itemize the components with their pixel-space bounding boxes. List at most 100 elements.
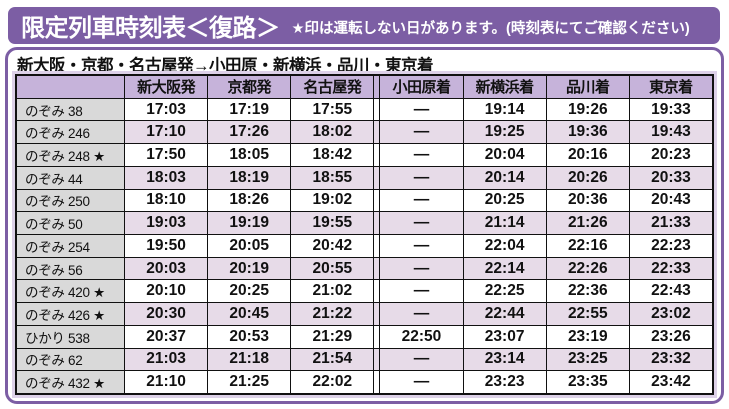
no-stop-cell: — bbox=[380, 144, 464, 166]
timetable-row: のぞみ 62 21:03 21:18 21:54—23:14 23:25 23:32 bbox=[17, 347, 712, 371]
time-cell: 21:10 bbox=[125, 371, 209, 394]
time-cell: 18:55 bbox=[291, 166, 375, 189]
time-cell: 20:36 bbox=[547, 189, 630, 212]
timetable-row: ひかり 538 20:37 20:53 21:29 22:50 23:07 23:19 23:… bbox=[17, 324, 712, 348]
time-cell: 20:45 bbox=[208, 303, 292, 325]
time-cell: 19:03 bbox=[125, 212, 209, 235]
time-cell: 17:55 bbox=[291, 98, 375, 121]
time-cell: 20:43 bbox=[651, 191, 691, 209]
no-stop-cell: — bbox=[380, 189, 464, 212]
train-name-cell: のぞみ 432 ★ bbox=[17, 371, 125, 394]
time-cell: 19:33 bbox=[651, 100, 691, 118]
time-cell: 20:30 bbox=[125, 303, 209, 325]
column-header: 品川着 bbox=[547, 76, 630, 98]
train-name-cell: のぞみ 50 bbox=[17, 212, 125, 235]
time-cell: 22:25 bbox=[464, 280, 547, 303]
time-cell: 19:55 bbox=[291, 212, 375, 235]
no-stop-cell: — bbox=[380, 348, 464, 371]
time-cell: 20:16 bbox=[547, 144, 630, 166]
time-cell: 20:10 bbox=[125, 280, 209, 303]
dep-arr-divider bbox=[374, 303, 381, 325]
time-cell: 19:43 bbox=[651, 123, 691, 141]
dep-arr-divider bbox=[374, 280, 381, 303]
time-cell: 20:19 bbox=[208, 257, 292, 280]
timetable-row: のぞみ 432 ★ 21:10 21:25 22:02—23:23 23:35 23:42 bbox=[17, 370, 712, 394]
time-cell: 18:26 bbox=[208, 189, 292, 212]
no-stop-cell: — bbox=[380, 121, 464, 144]
dep-arr-divider bbox=[374, 98, 381, 121]
time-cell: 22:33 bbox=[651, 259, 691, 277]
time-cell: 17:03 bbox=[125, 98, 209, 121]
time-cell: 20:26 bbox=[547, 166, 630, 189]
time-cell: 18:02 bbox=[291, 121, 375, 144]
time-cell: 17:19 bbox=[208, 98, 292, 121]
time-cell: 22:43 bbox=[651, 282, 691, 300]
time-cell: 21:18 bbox=[208, 348, 292, 371]
time-cell: 20:55 bbox=[291, 257, 375, 280]
column-header: 名古屋発 bbox=[291, 76, 375, 98]
dep-arr-divider bbox=[374, 212, 381, 235]
column-header: 小田原着 bbox=[380, 76, 464, 98]
time-cell: 17:50 bbox=[125, 144, 209, 166]
time-cell: 22:26 bbox=[547, 257, 630, 280]
star-note: ★印は運転しない日があります。(時刻表にてご確認ください) bbox=[291, 20, 690, 37]
column-header: 東京着 bbox=[649, 79, 693, 97]
train-name-cell: のぞみ 248 ★ bbox=[17, 144, 125, 166]
time-cell: 23:26 bbox=[651, 327, 691, 345]
time-cell: 23:35 bbox=[547, 371, 630, 394]
timetable-row: のぞみ 426 ★ 20:30 20:45 21:22—22:44 22:55 23:02 bbox=[17, 302, 712, 325]
time-cell: 19:26 bbox=[547, 98, 630, 121]
time-cell: 23:19 bbox=[547, 325, 630, 348]
time-cell: 18:42 bbox=[291, 144, 375, 166]
time-cell: 18:10 bbox=[125, 189, 209, 212]
train-name-cell: のぞみ 254 bbox=[17, 235, 125, 257]
time-cell: 21:33 bbox=[651, 214, 691, 232]
dep-arr-divider bbox=[374, 121, 381, 144]
column-header: 京都発 bbox=[208, 76, 292, 98]
corner-cell bbox=[17, 76, 125, 98]
time-cell: 21:54 bbox=[291, 348, 375, 371]
timetable-row: のぞみ 38 17:03 17:19 17:55—19:14 19:26 19:33 bbox=[17, 97, 712, 121]
time-cell: 17:10 bbox=[125, 121, 209, 144]
timetable-panel: 新大阪・京都・名古屋発→小田原・新横浜・品川・東京着 新大阪発 京都発 名古屋発 小田… bbox=[5, 47, 724, 404]
dep-arr-divider bbox=[374, 235, 381, 257]
timetable: 新大阪発 京都発 名古屋発 小田原着 新横浜着 品川着 東京着 のぞみ 38 17:03 17:1… bbox=[15, 74, 714, 395]
no-stop-cell: — bbox=[380, 98, 464, 121]
time-cell: 23:14 bbox=[464, 348, 547, 371]
time-cell: 19:02 bbox=[291, 189, 375, 212]
time-cell: 20:33 bbox=[651, 168, 691, 186]
column-header: 新横浜着 bbox=[464, 76, 547, 98]
timetable-row: のぞみ 420 ★ 20:10 20:25 21:02—22:25 22:36 22:43 bbox=[17, 279, 712, 303]
time-cell: 21:25 bbox=[208, 371, 292, 394]
dep-arr-divider bbox=[374, 348, 381, 371]
no-stop-cell: — bbox=[380, 257, 464, 280]
route-subtitle: 新大阪・京都・名古屋発→小田原・新横浜・品川・東京着 bbox=[17, 57, 434, 75]
time-cell: 22:02 bbox=[291, 371, 375, 394]
dep-arr-divider bbox=[374, 166, 381, 189]
train-name-cell: のぞみ 56 bbox=[17, 257, 125, 280]
timetable-header-row: 新大阪発 京都発 名古屋発 小田原着 新横浜着 品川着 東京着 bbox=[17, 76, 712, 98]
time-cell: 22:50 bbox=[380, 325, 464, 348]
time-cell: 20:37 bbox=[125, 325, 209, 348]
time-cell: 20:05 bbox=[208, 235, 292, 257]
time-cell: 21:02 bbox=[291, 280, 375, 303]
time-cell: 23:07 bbox=[464, 325, 547, 348]
time-cell: 20:03 bbox=[125, 257, 209, 280]
time-cell: 21:14 bbox=[464, 212, 547, 235]
train-name-cell: のぞみ 426 ★ bbox=[17, 303, 125, 325]
dep-arr-divider bbox=[374, 144, 381, 166]
timetable-row: のぞみ 56 20:03 20:19 20:55—22:14 22:26 22:33 bbox=[17, 256, 712, 280]
train-name-cell: のぞみ 62 bbox=[17, 348, 125, 371]
time-cell: 23:32 bbox=[651, 350, 691, 368]
timetable-row: のぞみ 246 17:10 17:26 18:02—19:25 19:36 19:43 bbox=[17, 120, 712, 144]
column-header: 新大阪発 bbox=[125, 76, 209, 98]
time-cell: 21:22 bbox=[291, 303, 375, 325]
time-cell: 22:14 bbox=[464, 257, 547, 280]
timetable-row: のぞみ 44 18:03 18:19 18:55—20:14 20:26 20:33 bbox=[17, 165, 712, 189]
time-cell: 22:04 bbox=[464, 235, 547, 257]
time-cell: 20:23 bbox=[651, 146, 691, 164]
time-cell: 20:25 bbox=[464, 189, 547, 212]
timetable-row: のぞみ 248 ★ 17:50 18:05 18:42—20:04 20:16 20:23 bbox=[17, 143, 712, 166]
train-name-cell: のぞみ 44 bbox=[17, 166, 125, 189]
timetable-row: のぞみ 250 18:10 18:26 19:02—20:25 20:36 20:43 bbox=[17, 188, 712, 212]
